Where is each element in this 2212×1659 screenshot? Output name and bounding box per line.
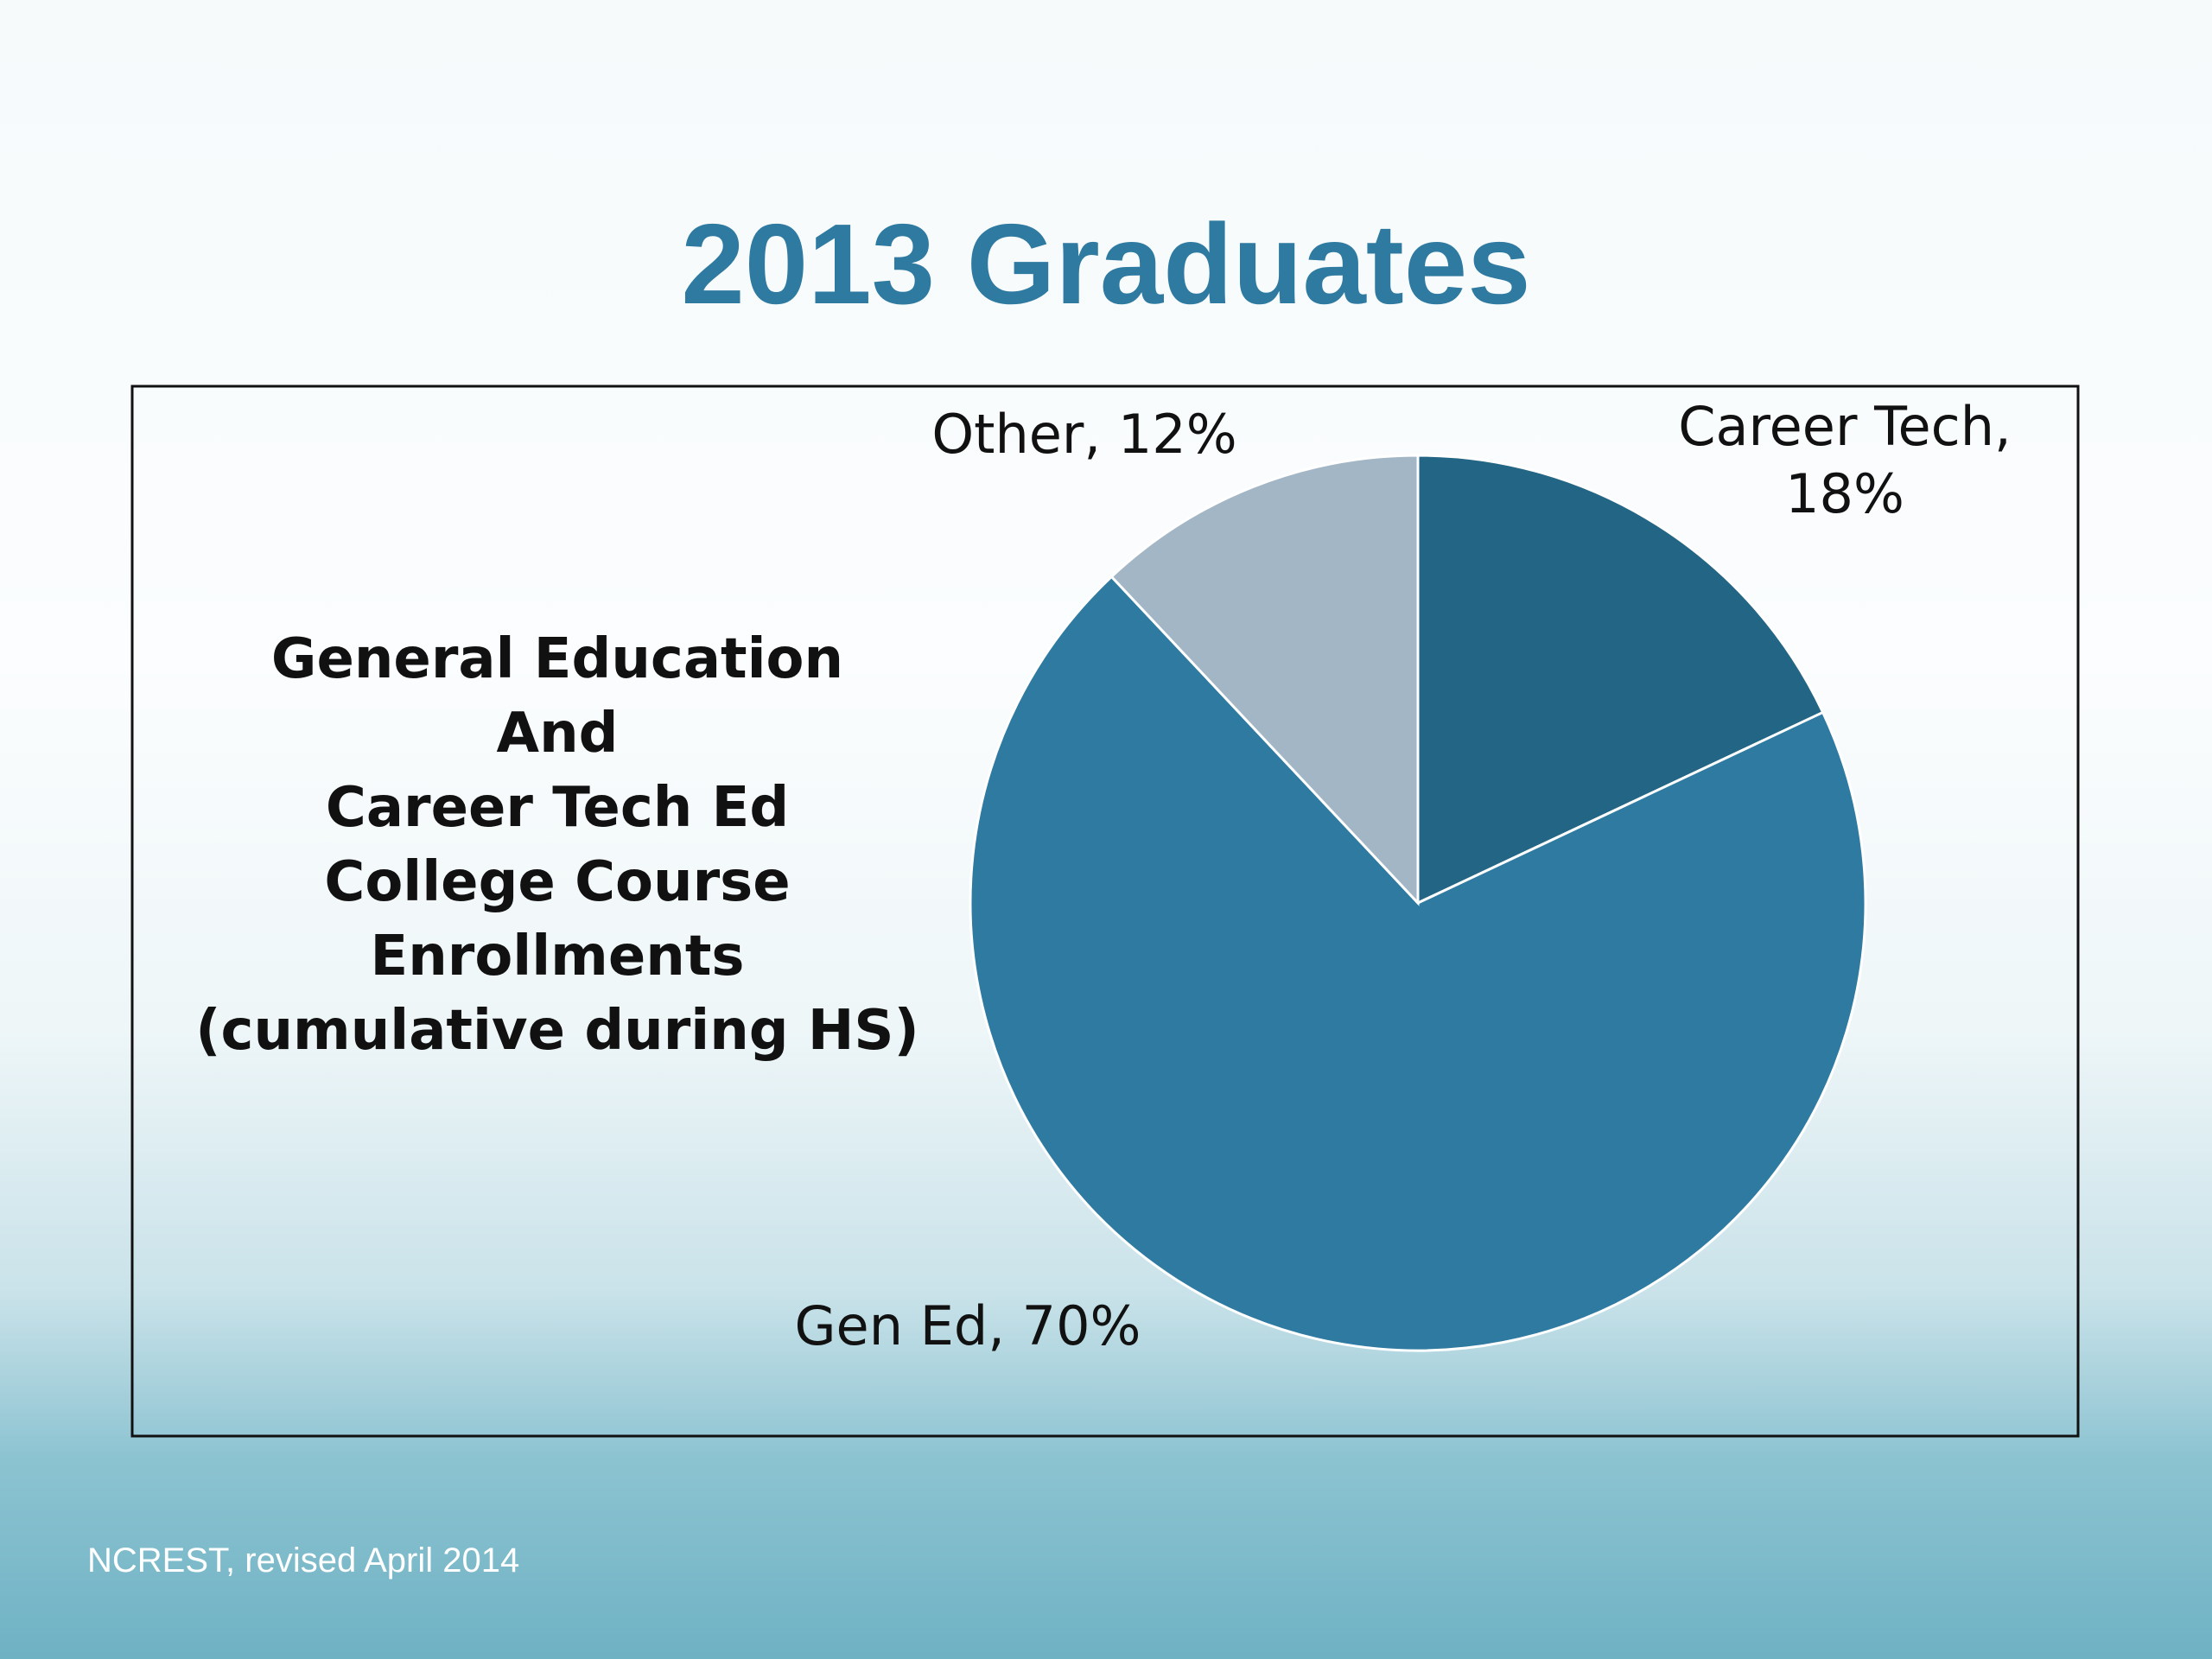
annotation-line: And	[496, 702, 619, 766]
data-label: Gen Ed, 70%	[794, 1294, 1141, 1357]
data-label: Career Tech, 18%	[1678, 395, 2012, 525]
annotation: General Education And Career Tech Ed Colleg…	[138, 622, 976, 1068]
pie-slice	[969, 575, 1867, 1352]
footer: NCREST, revised April 2014	[87, 1541, 520, 1580]
annotation-line: General Education	[270, 627, 844, 691]
pie-slice	[1109, 454, 1420, 906]
annotation-line: Career Tech Ed	[325, 776, 790, 840]
chart-frame	[130, 385, 2080, 1438]
annotation-line: (cumulative during HS)	[195, 999, 919, 1063]
pie-slice	[1416, 454, 1825, 906]
data-label: Other, 12%	[931, 403, 1237, 466]
annotation-line: College Course Enrollments	[324, 850, 791, 988]
title: 2013 Graduates	[681, 200, 1531, 327]
